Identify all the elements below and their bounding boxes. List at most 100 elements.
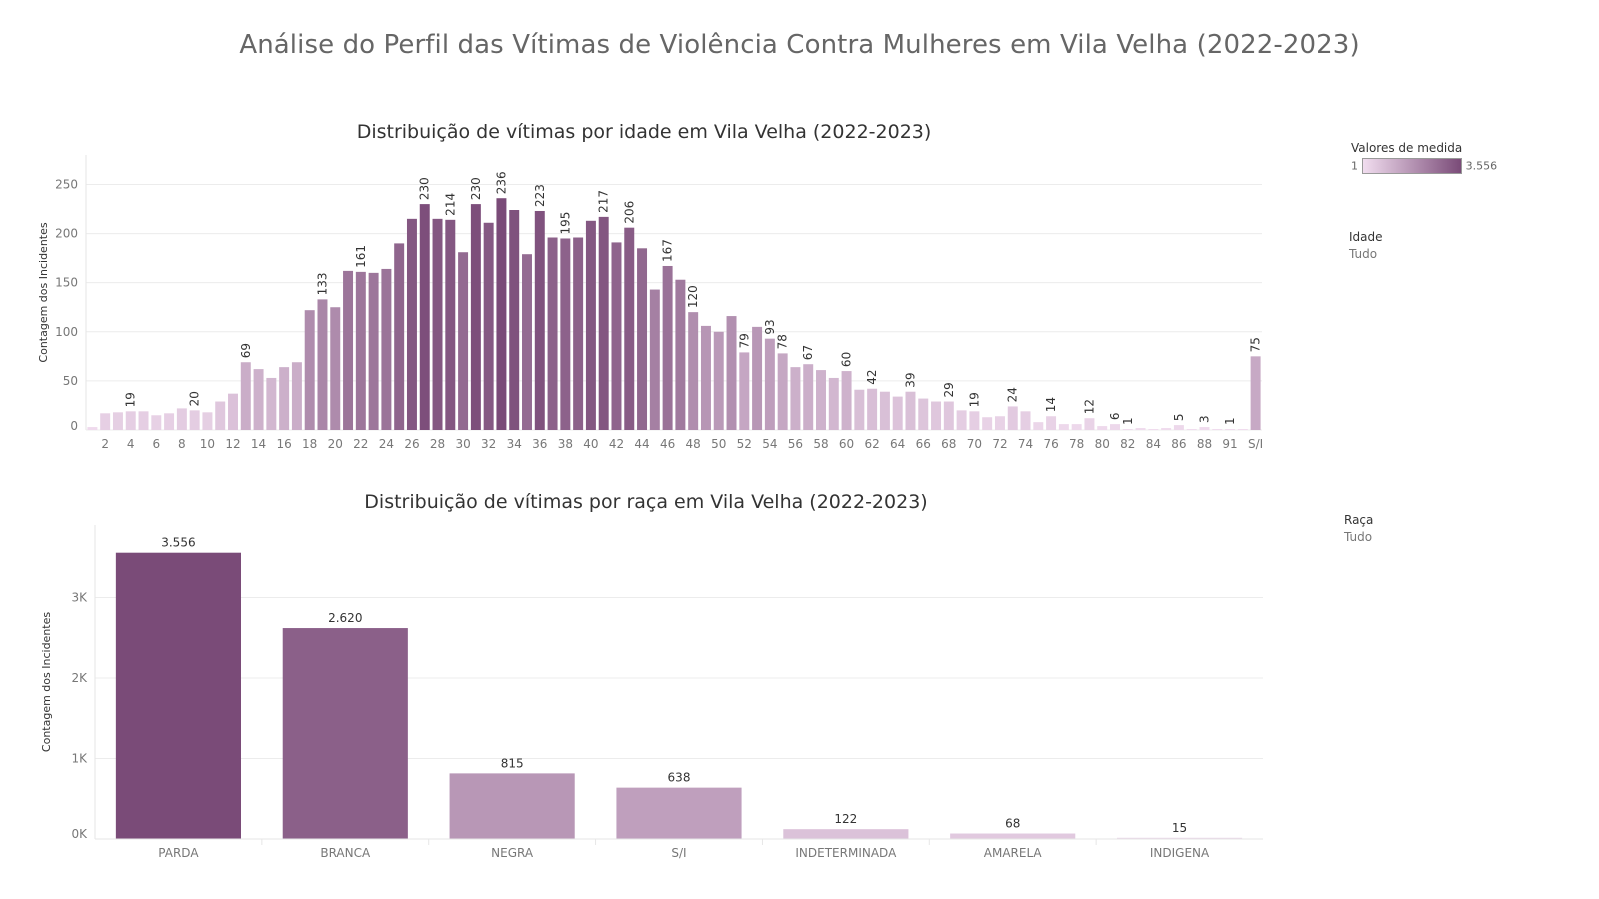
race-data-label: 638 [668,771,691,785]
age-bar [202,412,213,430]
age-bar [368,272,379,430]
age-bar [1046,416,1057,430]
age-filter-value[interactable]: Tudo [1349,247,1378,261]
age-x-tick-label: 12 [225,437,240,451]
race-x-tick-label: S/I [671,846,686,860]
age-x-tick-label: 20 [328,437,343,451]
age-x-tick-label: 2 [101,437,109,451]
age-x-tick-label: 88 [1197,437,1212,451]
age-data-label: 223 [533,184,547,207]
age-data-label: 19 [124,392,138,407]
age-bar [713,331,724,430]
age-bar [1135,428,1146,430]
age-bar [1173,425,1184,430]
age-bar [764,338,775,430]
age-bar [867,388,878,430]
race-bar [783,829,909,839]
age-bar [637,248,648,430]
age-bar [598,216,609,430]
age-filter[interactable]: Idade Tudo [1349,230,1383,261]
age-bar [905,391,916,430]
age-chart: Distribuição de vítimas por idade em Vil… [37,121,1263,451]
age-bar [176,408,187,430]
age-data-label: 39 [903,372,917,387]
age-data-label: 12 [1082,399,1096,414]
age-bar [1161,428,1172,430]
age-bar [304,310,315,430]
age-bar [1250,356,1261,430]
age-x-tick-label: 62 [864,437,879,451]
age-bar [419,204,430,430]
age-data-label: 93 [763,319,777,334]
age-bar [483,222,494,430]
age-data-label: 19 [967,392,981,407]
age-y-tick-label: 50 [63,374,78,388]
age-bar [662,265,673,430]
age-data-label: 14 [1044,397,1058,412]
age-bar [969,411,980,430]
age-bar [406,218,417,430]
color-legend: Valores de medida 1 3.556 [1351,141,1497,174]
age-x-tick-label: 34 [507,437,522,451]
age-bar [828,377,839,430]
age-y-tick-label: 250 [55,177,78,191]
age-x-tick-label: 74 [1018,437,1033,451]
age-x-tick-label: 84 [1146,437,1161,451]
age-x-tick-label: 10 [200,437,215,451]
age-x-tick-label: 38 [558,437,573,451]
age-data-label: 78 [776,334,790,349]
age-bar [752,326,763,430]
age-chart-title: Distribuição de vítimas por idade em Vil… [357,121,932,143]
age-x-tick-label: 66 [916,437,931,451]
age-bar [1020,411,1031,430]
age-data-label: 120 [686,285,700,308]
age-bar [470,204,481,430]
race-bar [616,787,742,839]
race-data-label: 68 [1005,817,1020,831]
age-bar [279,367,290,430]
color-legend-max: 3.556 [1465,159,1498,173]
age-data-label: 133 [315,272,329,295]
age-x-tick-label: 50 [711,437,726,451]
age-bar [189,410,200,430]
age-x-tick-label: 58 [813,437,828,451]
age-x-tick-label: 36 [532,437,547,451]
age-x-tick-label: 72 [992,437,1007,451]
race-bar [1117,837,1243,839]
age-data-label: 5 [1172,413,1186,421]
race-filter-value[interactable]: Tudo [1344,530,1373,544]
age-bar [343,270,354,430]
age-bar [253,369,264,430]
age-bar [291,362,302,430]
page-title: Análise do Perfil das Vítimas de Violênc… [239,30,1360,60]
age-bar [240,362,251,430]
age-x-tick-label: 68 [941,437,956,451]
race-bar [115,552,241,839]
age-bar [560,238,571,430]
age-x-tick-label: 18 [302,437,317,451]
age-y-tick-label: 100 [55,325,78,339]
age-x-tick-label: 6 [152,437,160,451]
race-x-tick-label: INDIGENA [1150,846,1210,860]
age-bar [1033,422,1044,430]
age-x-tick-label: 52 [737,437,752,451]
race-data-label: 3.556 [161,536,195,550]
age-bar [739,352,750,430]
age-bar [982,417,993,430]
age-bar [355,271,366,430]
race-chart: Distribuição de vítimas por raça em Vila… [40,491,1263,860]
age-bar [125,411,136,430]
race-y-tick-label: 3K [71,590,88,604]
age-data-label: 1 [1223,417,1237,425]
age-bar [585,220,596,430]
age-bar [394,243,405,430]
age-y-axis-label: Contagem dos Incidentes [37,222,50,362]
age-data-label: 230 [469,177,483,200]
age-bar [675,279,686,430]
age-bar [892,396,903,430]
age-x-tick-label: 46 [660,437,675,451]
race-filter[interactable]: Raça Tudo [1344,513,1373,544]
race-bar [449,773,575,839]
age-bar [496,198,507,430]
age-bar [918,398,929,430]
